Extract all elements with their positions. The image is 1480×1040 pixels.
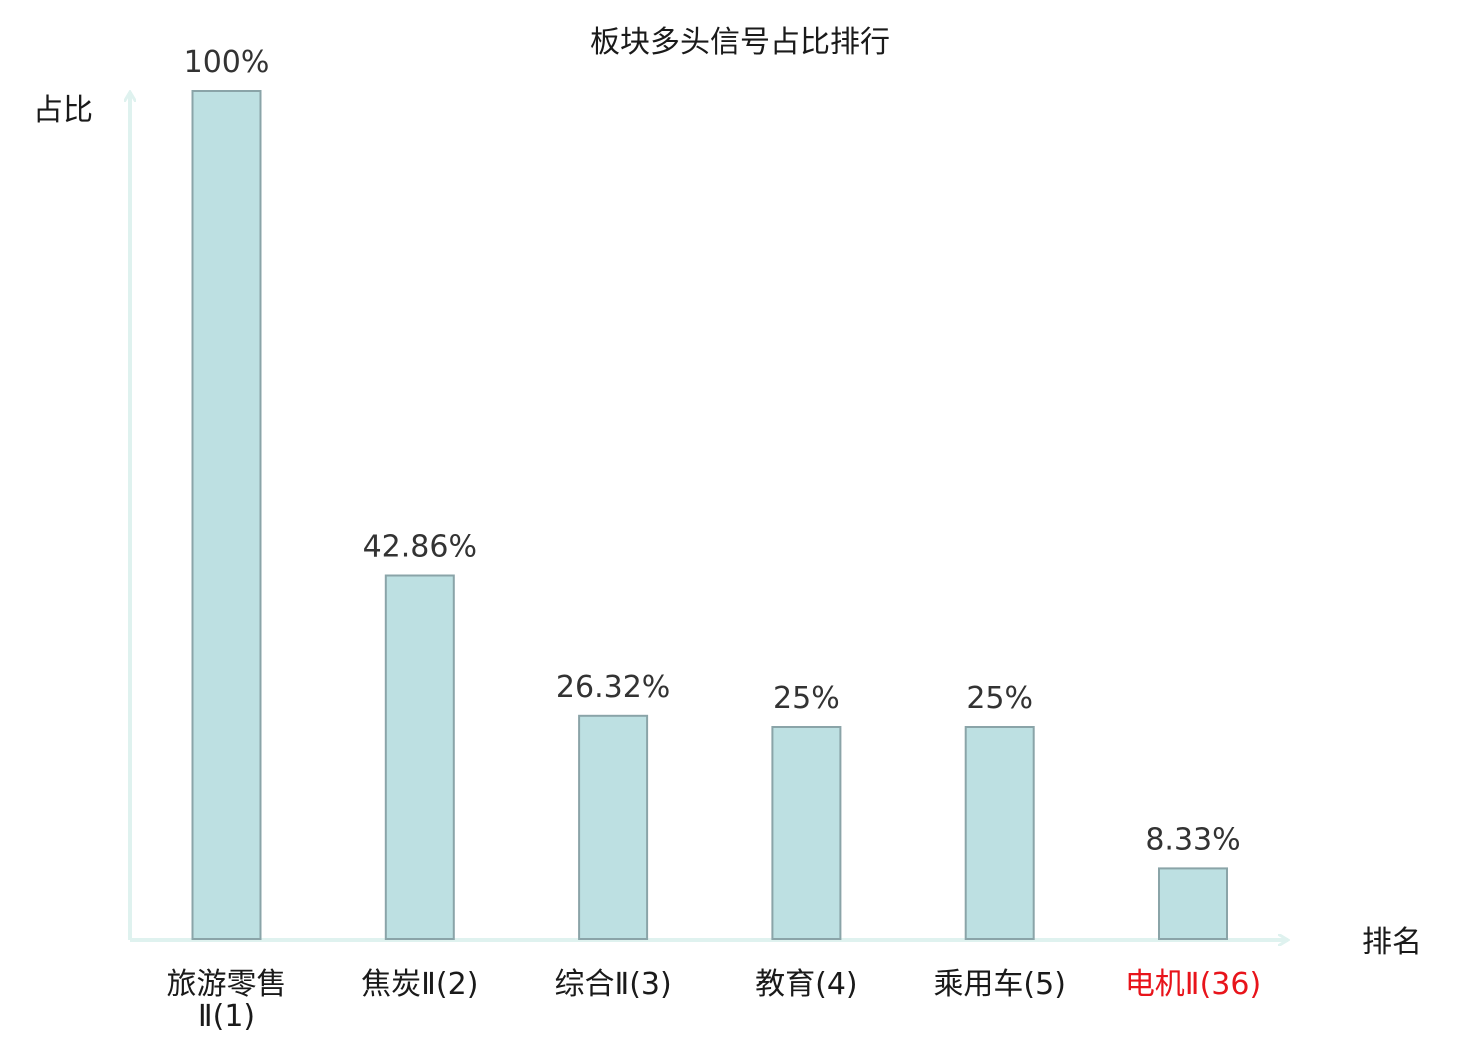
- bar-value-label: 8.33%: [1145, 822, 1240, 857]
- category-label: 综合Ⅱ(3): [554, 967, 671, 1002]
- bar: [964, 726, 1035, 940]
- category-label: 乘用车(5): [933, 967, 1066, 1002]
- bar-value-label: 26.32%: [556, 670, 670, 705]
- y-axis-label: 占比: [33, 93, 93, 128]
- category-label: 旅游零售: [167, 967, 287, 1002]
- bar-value-label: 25%: [773, 681, 840, 716]
- bar: [1158, 867, 1228, 941]
- category-label: 电机Ⅱ(36): [1125, 967, 1261, 1002]
- x-axis-label: 排名: [1362, 925, 1422, 960]
- bars-group: [191, 90, 1228, 941]
- category-label: 焦炭Ⅱ(2): [361, 967, 478, 1002]
- bar: [191, 90, 262, 940]
- bar: [384, 574, 455, 940]
- category-label: Ⅱ(1): [198, 999, 255, 1034]
- chart-title: 板块多头信号占比排行: [590, 25, 890, 60]
- bar-value-label: 25%: [966, 681, 1033, 716]
- bar-value-label: 42.86%: [363, 530, 477, 565]
- bar: [578, 714, 649, 940]
- bar: [771, 726, 842, 940]
- category-label: 教育(4): [755, 967, 858, 1002]
- bar-value-label: 100%: [184, 45, 270, 80]
- value-labels-group: 100% 42.86% 26.32% 25% 25% 8.33%: [184, 45, 1241, 857]
